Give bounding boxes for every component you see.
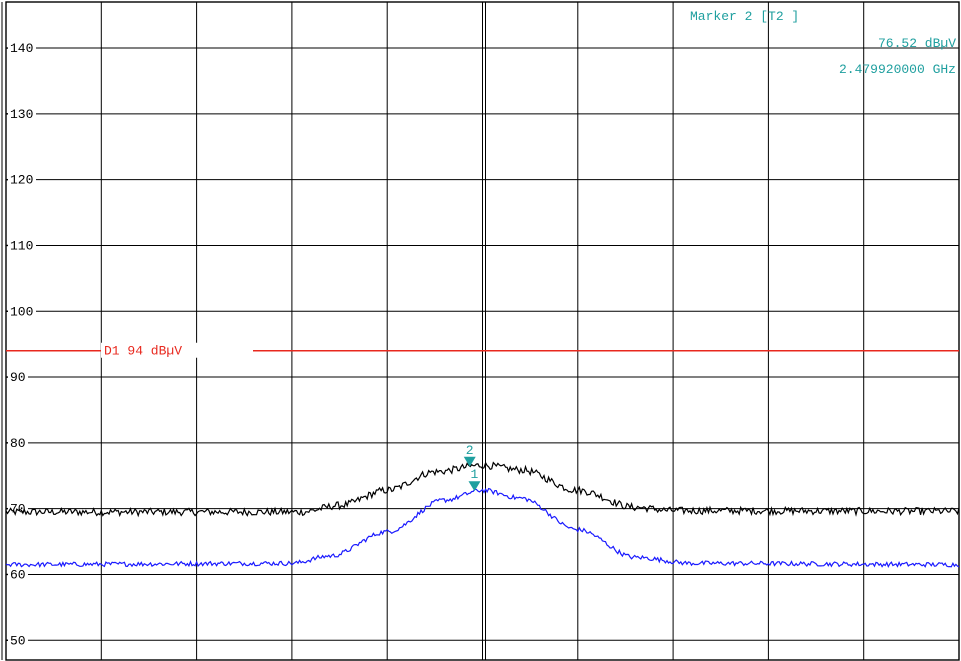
marker-info: Marker 2 [T2 ] 76.52 dBµV 2.479920000 GH… <box>690 9 956 77</box>
trace-2 <box>5 487 960 569</box>
y-tick-label-bg-130 <box>8 106 36 120</box>
marker-1-label: 1 <box>471 467 479 482</box>
y-tick-label-50: 50 <box>10 633 26 648</box>
y-tick-label-90: 90 <box>10 370 26 385</box>
y-tick-label-bg-60 <box>8 567 28 581</box>
markers: 21 <box>463 443 481 492</box>
y-tick-label-bg-80 <box>8 435 28 449</box>
display-line-label-bg <box>101 342 253 358</box>
marker-1-triangle <box>468 481 481 492</box>
y-tick-label-80: 80 <box>10 436 26 451</box>
y-tick-label-110: 110 <box>10 238 33 253</box>
marker-info-frequency: 2.479920000 GHz <box>839 62 956 77</box>
y-tick-label-bg-100 <box>8 304 36 318</box>
y-tick-label-bg-120 <box>8 172 36 186</box>
marker-2-label: 2 <box>466 443 474 458</box>
y-tick-label-70: 70 <box>10 502 26 517</box>
y-axis-ticks: 50 60 70 80 90 100 110 120 130 140 <box>6 41 36 648</box>
display-line-label: D1 94 dBµV <box>104 344 182 359</box>
y-tick-label-130: 130 <box>10 107 33 122</box>
traces <box>5 461 960 569</box>
y-tick-label-100: 100 <box>10 304 33 319</box>
display-line: D1 94 dBµV <box>6 342 959 359</box>
y-tick-label-bg-50 <box>8 633 28 647</box>
y-tick-label-bg-140 <box>8 41 36 55</box>
marker-info-title: Marker 2 [T2 ] <box>690 9 799 24</box>
y-tick-label-120: 120 <box>10 173 33 188</box>
y-tick-label-bg-110 <box>8 238 36 252</box>
y-tick-label-140: 140 <box>10 41 33 56</box>
trace-1 <box>5 461 960 518</box>
y-tick-label-bg-90 <box>8 370 28 384</box>
y-tick-label-bg-70 <box>8 501 28 515</box>
marker-info-level: 76.52 dBµV <box>878 36 956 51</box>
marker-2-triangle <box>463 456 476 467</box>
y-tick-label-60: 60 <box>10 567 26 582</box>
